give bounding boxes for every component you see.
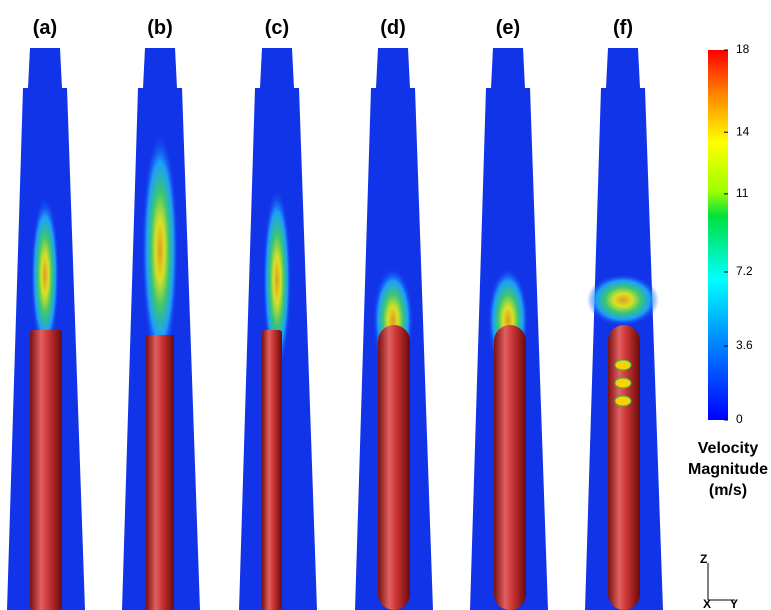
jet xyxy=(587,274,659,326)
hole-jet xyxy=(614,395,632,407)
rod xyxy=(494,325,526,610)
axis-x-label: X xyxy=(703,597,711,610)
colorbar-tick-label: 18 xyxy=(736,42,750,56)
colorbar-title: Velocity xyxy=(698,440,759,457)
panel-label: (c) xyxy=(265,17,289,39)
colorbar-tick-label: 3.6 xyxy=(736,338,753,352)
colorbar-tick-label: 7.2 xyxy=(736,264,753,278)
panel-label: (a) xyxy=(33,17,57,39)
colorbar-tick-label: 0 xyxy=(736,412,743,426)
jet xyxy=(142,133,178,367)
jet xyxy=(263,189,291,371)
panel-label: (e) xyxy=(496,17,520,39)
rod xyxy=(262,330,282,610)
colorbar xyxy=(708,50,728,420)
colorbar-tick-label: 14 xyxy=(736,124,750,138)
rod xyxy=(378,325,410,610)
panel-label: (b) xyxy=(147,17,173,39)
axis-y-label: Y xyxy=(730,597,738,610)
panel-label: (d) xyxy=(380,17,406,39)
rod xyxy=(30,330,62,610)
colorbar-tick-label: 11 xyxy=(736,186,749,200)
hole-jet xyxy=(614,377,632,389)
rod xyxy=(146,335,174,610)
panel-label: (f) xyxy=(613,17,633,39)
colorbar-title: (m/s) xyxy=(709,482,747,499)
hole-jet xyxy=(614,359,632,371)
colorbar-title: Magnitude xyxy=(688,461,768,478)
axis-z-label: Z xyxy=(700,552,707,566)
rod xyxy=(608,325,640,610)
jet xyxy=(31,197,59,353)
